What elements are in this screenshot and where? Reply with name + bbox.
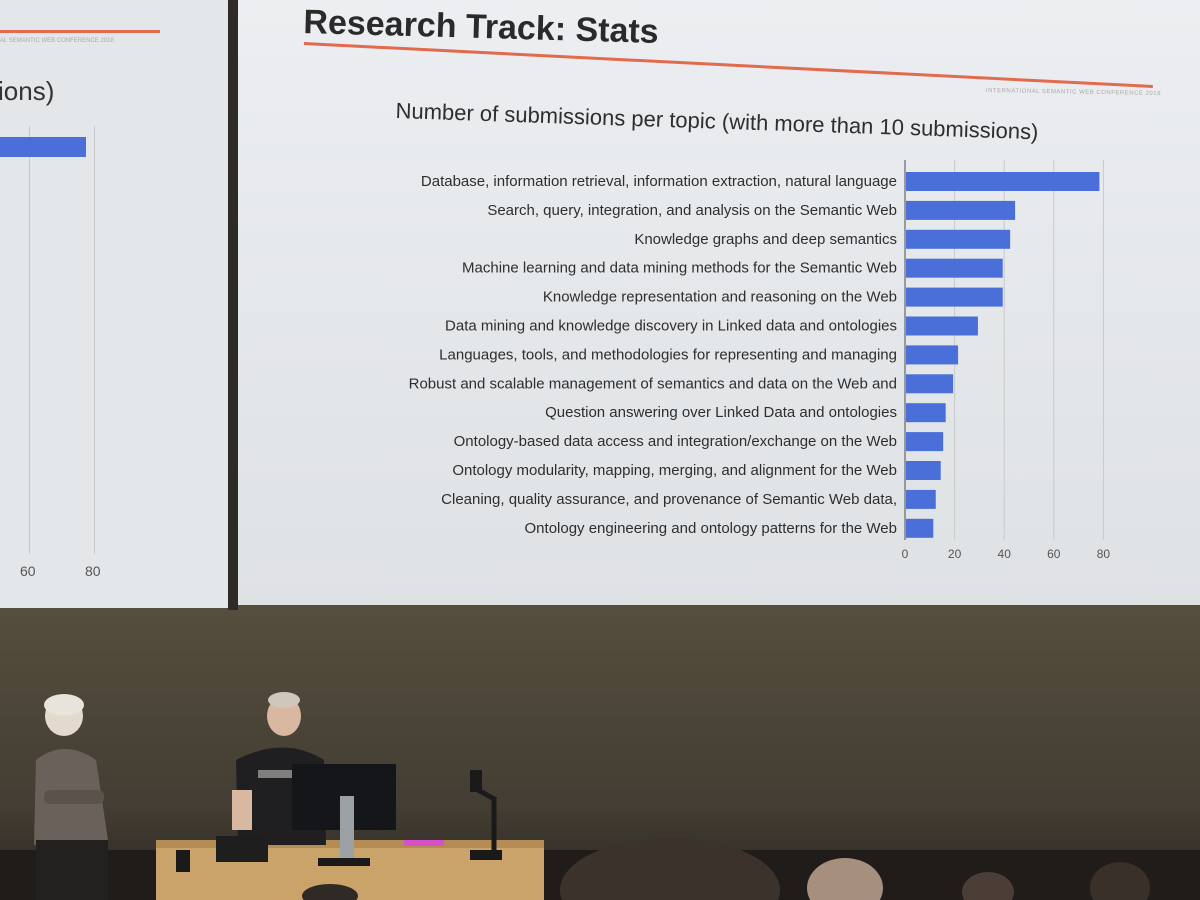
bar xyxy=(906,374,954,394)
category-label: Ontology engineering and ontology patter… xyxy=(525,520,897,537)
bar xyxy=(906,200,1016,220)
main-projection-slide: Research Track: Stats INTERNATIONAL SEMA… xyxy=(238,0,1200,605)
category-label: Question answering over Linked Data and … xyxy=(545,404,897,421)
category-label: Ontology-based data access and integrati… xyxy=(454,433,897,450)
left-projection-slide: AL SEMANTIC WEB CONFERENCE 2018 ions) 60… xyxy=(0,0,228,608)
laptop xyxy=(216,836,268,862)
presenter-woman xyxy=(34,694,108,900)
category-label: Robust and scalable management of semant… xyxy=(409,375,897,392)
bar xyxy=(906,258,1003,278)
left-gridline-60 xyxy=(29,126,30,554)
category-label: Knowledge graphs and deep semantics xyxy=(634,231,897,248)
screen-divider xyxy=(228,0,238,610)
sticky-notes xyxy=(404,840,444,846)
category-label: Data mining and knowledge discovery in L… xyxy=(445,318,897,335)
category-label: Machine learning and data mining methods… xyxy=(462,260,897,277)
left-chart-title-fragment: ions) xyxy=(0,76,55,106)
audience-head xyxy=(807,858,883,900)
monitor xyxy=(292,764,396,866)
audience-head xyxy=(560,838,780,900)
left-title-rule xyxy=(0,30,160,33)
category-label: Cleaning, quality assurance, and provena… xyxy=(441,491,897,508)
x-tick-label: 0 xyxy=(902,547,909,561)
bar xyxy=(906,345,959,365)
bar xyxy=(906,316,978,336)
bar xyxy=(906,489,936,509)
left-x-tick-80: 80 xyxy=(85,563,101,579)
category-label: Knowledge representation and reasoning o… xyxy=(543,289,897,306)
left-chart-bar xyxy=(0,137,86,157)
bar xyxy=(906,432,944,452)
category-label: Languages, tools, and methodologies for … xyxy=(439,346,897,363)
category-label: Database, information retrieval, informa… xyxy=(421,173,897,190)
bar xyxy=(906,287,1003,307)
x-tick-label: 80 xyxy=(1097,547,1111,561)
audience-head xyxy=(1090,862,1150,900)
audience-head xyxy=(962,872,1014,900)
audience-head xyxy=(302,884,358,900)
left-x-tick-60: 60 xyxy=(20,563,36,579)
category-label: Search, query, integration, and analysis… xyxy=(487,202,897,219)
bar xyxy=(906,461,941,480)
bar xyxy=(906,403,946,423)
bar xyxy=(906,229,1011,249)
bar xyxy=(906,518,934,538)
left-conference-tag: AL SEMANTIC WEB CONFERENCE 2018 xyxy=(0,38,114,44)
bar-chart: Database, information retrieval, informa… xyxy=(409,160,1111,561)
x-tick-label: 60 xyxy=(1047,547,1061,561)
category-label: Ontology modularity, mapping, merging, a… xyxy=(452,462,897,479)
left-gridline-80 xyxy=(94,126,95,554)
x-tick-label: 20 xyxy=(948,547,962,561)
document-camera xyxy=(470,770,502,860)
x-tick-label: 40 xyxy=(998,547,1012,561)
desk-device xyxy=(176,850,190,872)
bar xyxy=(906,172,1100,191)
